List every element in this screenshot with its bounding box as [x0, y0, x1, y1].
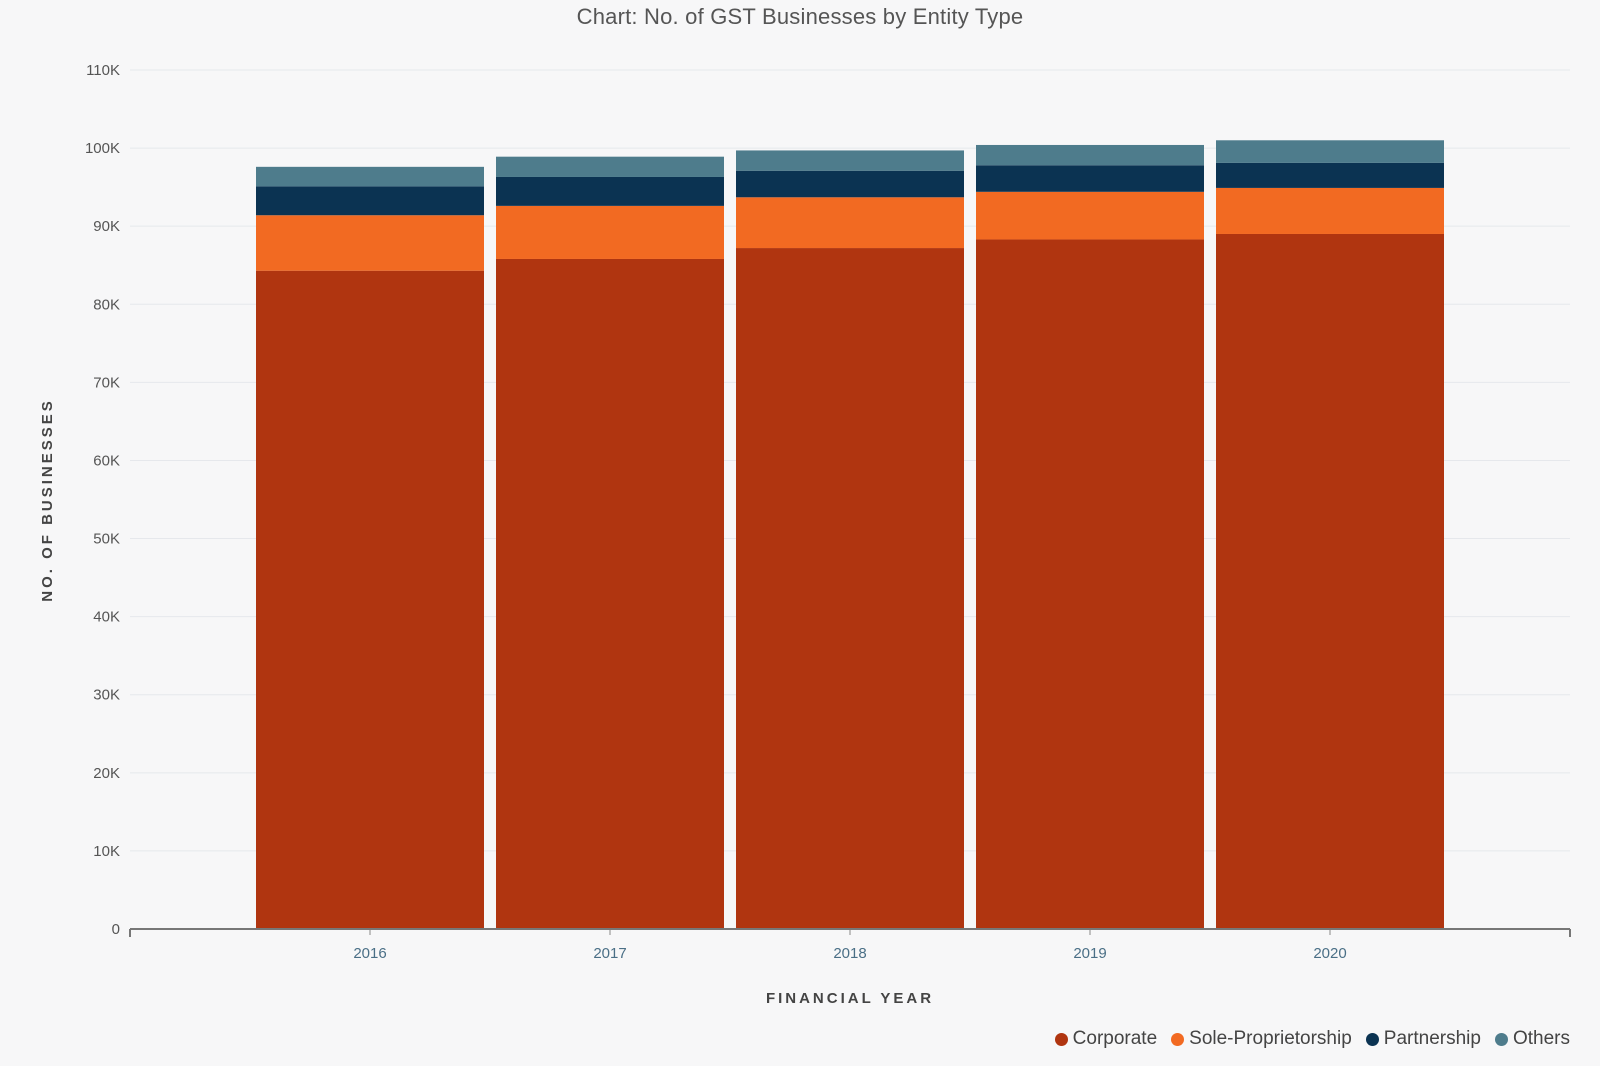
- bar-others-2017[interactable]: [496, 156, 724, 177]
- legend-label: Sole-Proprietorship: [1189, 1028, 1352, 1049]
- y-tick-label: 70K: [93, 374, 120, 391]
- bar-corporate-2018[interactable]: [736, 248, 964, 930]
- legend-item-sole-proprietorship[interactable]: Sole-Proprietorship: [1171, 1028, 1352, 1050]
- y-tick-label: 50K: [93, 531, 120, 548]
- x-tick-label: 2020: [1313, 945, 1346, 962]
- bar-sole-proprietorship-2017[interactable]: [496, 205, 724, 259]
- x-axis-label: FINANCIAL YEAR: [766, 990, 934, 1007]
- y-tick-label: 0: [112, 921, 120, 938]
- y-tick-label: 80K: [93, 296, 120, 313]
- bar-others-2020[interactable]: [1216, 140, 1444, 163]
- legend-item-others[interactable]: Others: [1494, 1028, 1570, 1050]
- bar-partnership-2019[interactable]: [976, 165, 1204, 192]
- x-tick-label: 2016: [353, 945, 386, 962]
- bar-sole-proprietorship-2020[interactable]: [1216, 187, 1444, 234]
- bar-corporate-2016[interactable]: [256, 270, 484, 930]
- y-tick-label: 110K: [86, 62, 120, 79]
- bar-partnership-2016[interactable]: [256, 186, 484, 216]
- x-tick-label: 2018: [833, 945, 866, 962]
- bar-partnership-2017[interactable]: [496, 176, 724, 206]
- legend-dot-icon: [1054, 1032, 1068, 1046]
- legend-label: Corporate: [1072, 1028, 1158, 1049]
- y-tick-label: 40K: [93, 609, 120, 626]
- bar-corporate-2020[interactable]: [1216, 233, 1444, 929]
- legend-label: Partnership: [1383, 1028, 1481, 1049]
- bar-corporate-2019[interactable]: [976, 239, 1204, 929]
- legend-dot-icon: [1365, 1032, 1379, 1046]
- legend-item-corporate[interactable]: Corporate: [1054, 1028, 1158, 1050]
- legend-item-partnership[interactable]: Partnership: [1365, 1028, 1481, 1050]
- x-tick-label: 2017: [593, 945, 626, 962]
- bar-sole-proprietorship-2019[interactable]: [976, 191, 1204, 240]
- legend-dot-icon: [1171, 1032, 1185, 1046]
- bar-partnership-2020[interactable]: [1216, 162, 1444, 188]
- y-tick-label: 60K: [93, 452, 120, 469]
- chart-title: Chart: No. of GST Businesses by Entity T…: [576, 4, 1024, 29]
- y-tick-label: 10K: [93, 843, 120, 860]
- y-axis-label: NO. OF BUSINESSES: [39, 398, 56, 602]
- axes: 0 10K 20K 30K 40K 50K 60K 70K 80K 90K 100K 110K 2016…: [85, 62, 1571, 962]
- bar-others-2019[interactable]: [976, 144, 1204, 166]
- legend-dot-icon: [1494, 1032, 1508, 1046]
- y-tick-label: 90K: [93, 218, 120, 235]
- bar-others-2016[interactable]: [256, 166, 484, 187]
- legend-label: Others: [1512, 1028, 1570, 1049]
- bar-partnership-2018[interactable]: [736, 170, 964, 198]
- y-tick-label: 100K: [85, 140, 120, 157]
- bar-sole-proprietorship-2016[interactable]: [256, 215, 484, 271]
- bar-corporate-2017[interactable]: [496, 258, 724, 930]
- bars: [256, 140, 1444, 930]
- bar-sole-proprietorship-2018[interactable]: [736, 197, 964, 249]
- legend: Corporate Sole-Proprietorship Partnership O…: [1054, 1028, 1570, 1050]
- y-tick-label: 30K: [93, 687, 120, 704]
- y-tick-label: 20K: [93, 765, 120, 782]
- bar-others-2018[interactable]: [736, 150, 964, 171]
- x-tick-label: 2019: [1073, 945, 1106, 962]
